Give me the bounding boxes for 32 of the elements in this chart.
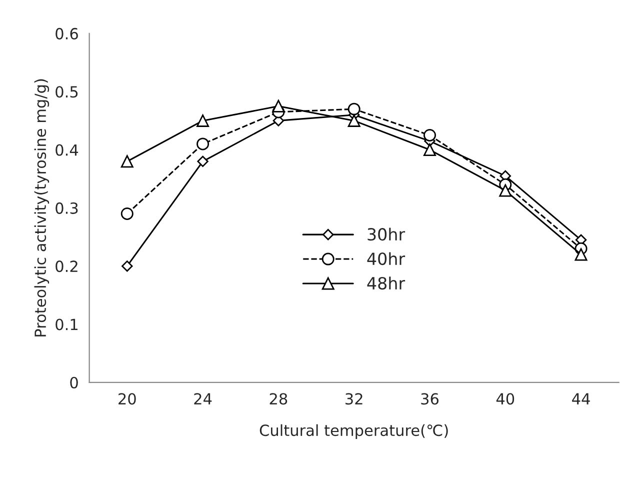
point: [196, 114, 210, 127]
legend-label: 40hr: [367, 252, 406, 266]
point: [196, 138, 210, 150]
y-axis-title: Proteolytic activity(tyrosine mg/g): [34, 79, 50, 336]
y-tick-label: 0.2: [56, 260, 78, 272]
point: [122, 260, 133, 272]
x-tick-label: 32: [346, 393, 362, 405]
x-tick-label: 36: [421, 393, 438, 405]
y-tick-label: 0: [70, 376, 78, 388]
x-tick-label: 20: [118, 393, 136, 405]
x-tick-label: 24: [194, 393, 212, 404]
y-tick-label: 0.1: [56, 318, 78, 330]
point: [348, 102, 360, 116]
x-axis-title: Cultural temperature(℃): [260, 424, 448, 440]
point: [423, 128, 436, 142]
x-tick-label: 44: [572, 393, 590, 404]
x-tick-label: 28: [270, 393, 288, 405]
point: [120, 207, 134, 220]
y-tick-label: 0.4: [56, 144, 78, 156]
point: [197, 156, 208, 168]
y-tick-label: 0.5: [56, 86, 78, 98]
y-tick-label: 0.3: [56, 202, 78, 214]
y-tick-label: 0.6: [56, 28, 78, 40]
point: [272, 100, 285, 112]
point: [574, 248, 588, 261]
point: [499, 184, 512, 197]
x-tick-label: 40: [496, 393, 514, 405]
point: [348, 114, 360, 127]
legend-label: 30hr: [368, 228, 406, 241]
point: [120, 155, 134, 168]
point: [423, 144, 436, 156]
legend-label: 48hr: [367, 276, 406, 290]
